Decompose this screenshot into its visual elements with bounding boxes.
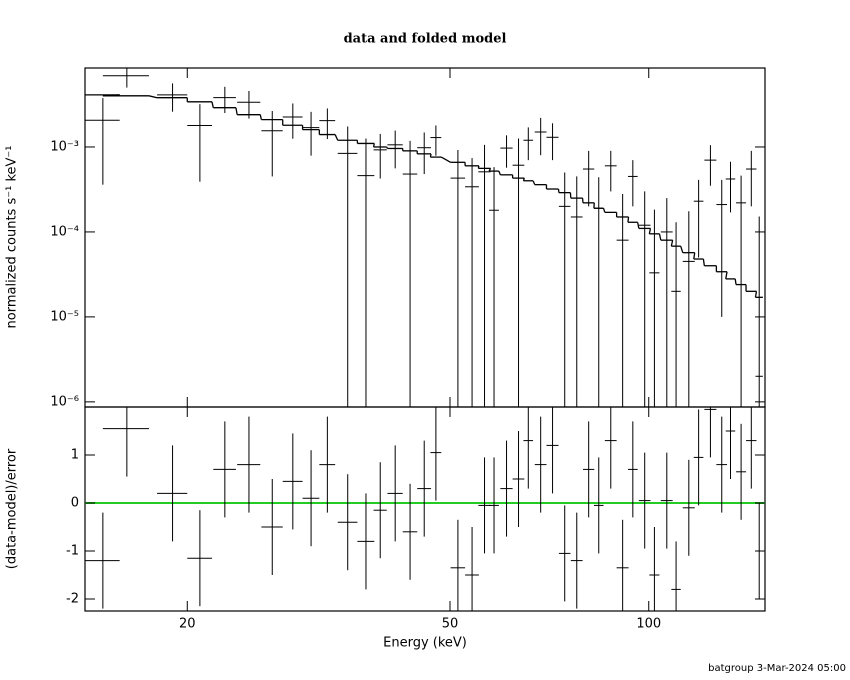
- model-riser: [754, 291, 758, 298]
- x-tick-label: 20: [179, 617, 196, 632]
- model-riser: [680, 245, 684, 253]
- y-tick-label: -1: [66, 544, 79, 559]
- model-riser: [602, 208, 606, 213]
- y-tick-label: 10⁻⁶: [50, 394, 79, 409]
- model-riser: [498, 170, 501, 176]
- model-riser: [211, 101, 214, 108]
- model-riser: [334, 134, 339, 141]
- model-riser: [235, 107, 238, 115]
- y-tick-label: 10⁻³: [50, 139, 79, 154]
- model-riser: [648, 228, 652, 234]
- model-riser: [636, 222, 640, 229]
- model-riser: [477, 165, 480, 169]
- model-riser: [725, 271, 728, 280]
- model-riser: [372, 143, 375, 148]
- y-tick-label: 0: [71, 496, 79, 511]
- model-riser: [148, 95, 158, 99]
- footer: batgroup 3-Mar-2024 05:00: [708, 663, 846, 674]
- y-tick-label: 10⁻⁴: [50, 224, 79, 239]
- y-tick-label: 1: [71, 448, 79, 463]
- model-riser: [670, 240, 674, 247]
- y-tick-label: -2: [66, 592, 79, 607]
- x-tick-label: 50: [442, 617, 459, 632]
- model-riser: [259, 114, 263, 120]
- model-riser: [102, 94, 120, 97]
- x-axis-label: Energy (keV): [383, 636, 467, 651]
- model-riser: [522, 177, 525, 181]
- y-axis-label: normalized counts s⁻¹ keV⁻¹: [5, 146, 20, 329]
- plot-frame: [84, 406, 766, 612]
- residual-area: [85, 407, 765, 611]
- x-tick-label: 100: [636, 617, 661, 632]
- model-riser: [488, 168, 492, 172]
- y-axis-label: (data-model)/error: [5, 448, 20, 569]
- model-riser: [429, 153, 432, 158]
- model-riser: [693, 252, 696, 260]
- model-riser: [702, 258, 705, 266]
- model-riser: [734, 278, 737, 285]
- model-riser: [627, 216, 630, 223]
- model-riser: [532, 180, 536, 185]
- model-riser: [658, 233, 662, 241]
- y-tick-label: 10⁻⁵: [50, 309, 79, 324]
- model-riser: [386, 146, 389, 149]
- model-riser: [440, 156, 451, 163]
- data-area: [85, 68, 763, 407]
- chart-title: data and folded model: [344, 32, 507, 47]
